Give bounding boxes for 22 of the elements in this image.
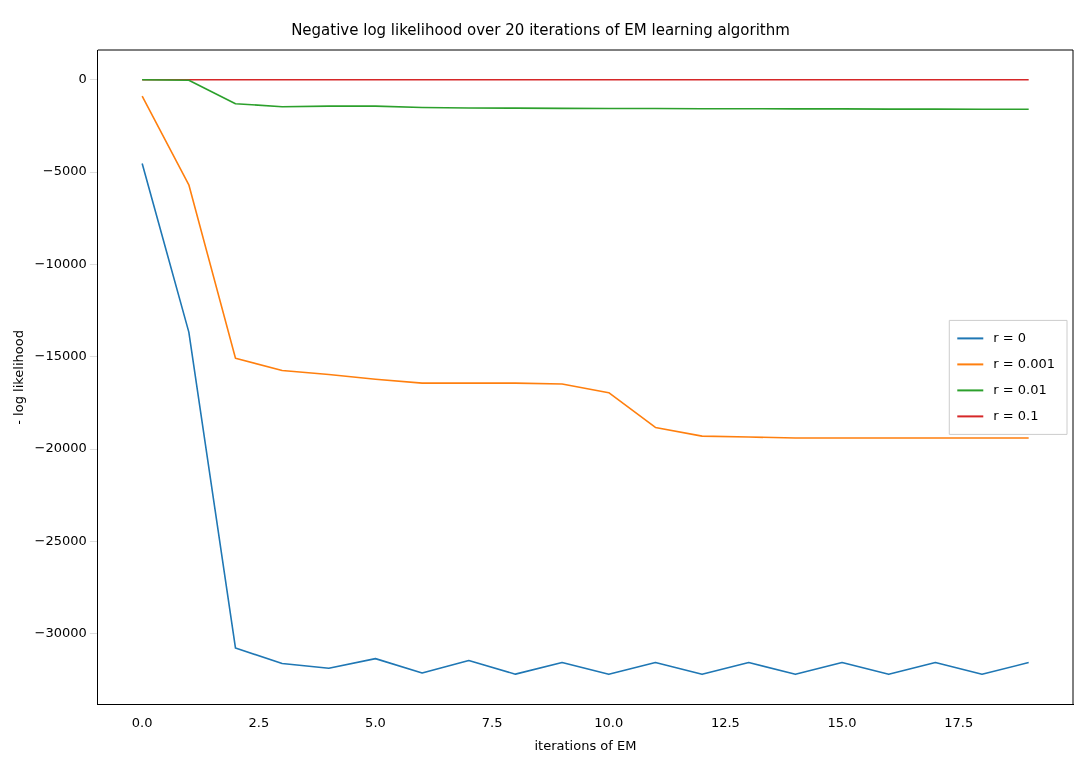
y-tick-label: −5000 [42,163,87,179]
x-tick-label: 17.5 [944,714,974,730]
legend-label: r = 0 [993,329,1027,345]
x-tick-label: 12.5 [710,714,740,730]
x-tick-label: 7.5 [481,714,503,730]
y-axis-title: - log likelihood [11,330,27,425]
x-tick-label: 15.0 [827,714,857,730]
x-tick-label: 0.0 [131,714,153,730]
legend-label: r = 0.001 [993,355,1055,371]
y-tick-label: −20000 [34,440,87,456]
y-tick-label: −30000 [34,625,87,641]
legend-label: r = 0.01 [993,381,1047,397]
y-tick-label: −25000 [34,532,87,548]
y-tick-label: 0 [78,71,87,87]
x-axis-title: iterations of EM [534,737,637,753]
x-tick-label: 2.5 [248,714,270,730]
x-tick-label: 5.0 [365,714,386,730]
legend-label: r = 0.1 [993,407,1039,423]
chart-title: Negative log likelihood over 20 iterations of EM learning algorithm [291,20,790,39]
x-tick-label: 10.0 [594,714,624,730]
y-tick-label: −15000 [34,348,87,364]
y-tick-label: −10000 [34,255,87,271]
